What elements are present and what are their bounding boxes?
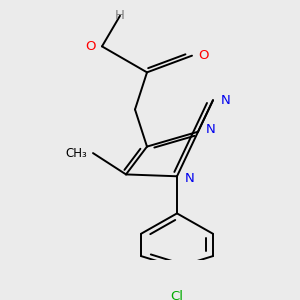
Text: O: O: [85, 40, 96, 53]
Text: N: N: [206, 123, 215, 136]
Text: N: N: [220, 94, 230, 107]
Text: H: H: [115, 9, 125, 22]
Text: N: N: [184, 172, 194, 184]
Text: O: O: [198, 49, 208, 62]
Text: Cl: Cl: [170, 290, 184, 300]
Text: CH₃: CH₃: [65, 147, 87, 160]
